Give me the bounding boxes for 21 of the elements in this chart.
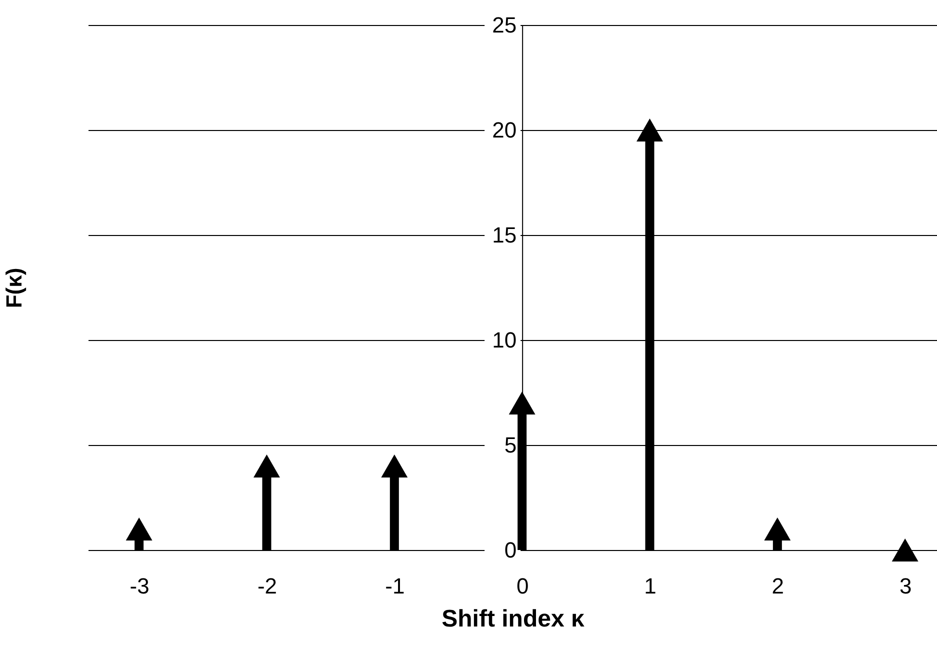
x-tick-label: -1 xyxy=(385,574,405,598)
point xyxy=(508,392,536,414)
point xyxy=(126,518,152,540)
x-tick-label: 3 xyxy=(899,574,912,598)
x-tick-label: -2 xyxy=(257,574,278,598)
point xyxy=(254,454,280,478)
point xyxy=(892,538,918,562)
y-tick-label: 20 xyxy=(492,118,517,142)
y-tick-label: 25 xyxy=(492,12,517,38)
x-tick-label: 1 xyxy=(644,574,656,598)
y-axis-title: F(κ) xyxy=(2,268,26,308)
x-axis-title: Shift index κ xyxy=(442,606,585,632)
point xyxy=(381,454,408,478)
y-tick-label: 10 xyxy=(492,328,517,352)
y-tick-label: 15 xyxy=(492,222,517,248)
x-tick-label: 2 xyxy=(772,574,784,598)
point xyxy=(636,118,663,142)
x-tick-label: -3 xyxy=(130,574,150,598)
y-tick-label: 5 xyxy=(504,432,517,458)
y-tick-label: 0 xyxy=(504,538,517,562)
point xyxy=(764,518,791,540)
